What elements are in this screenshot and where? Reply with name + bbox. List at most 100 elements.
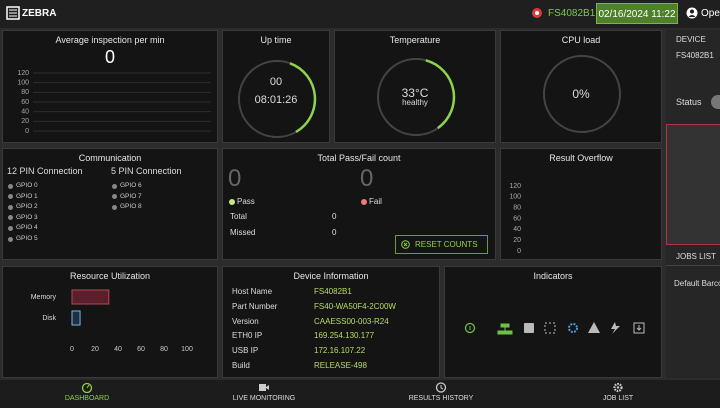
overflow-panel: Result Overflow 120 100 80 60 40 20 0 bbox=[500, 148, 662, 260]
bar bbox=[71, 289, 110, 305]
nav-icon bbox=[435, 382, 447, 393]
cpu-value: 0% bbox=[572, 87, 590, 101]
temperature-status: healthy bbox=[402, 98, 428, 107]
indicator-icons bbox=[464, 322, 645, 335]
y-tick-label: 100 bbox=[509, 194, 521, 201]
sidebar-status-label: Status bbox=[676, 97, 702, 107]
nav-item[interactable]: LIVE MONITORING bbox=[232, 395, 296, 402]
fail-label: Fail bbox=[369, 197, 382, 206]
gpio-dot bbox=[8, 194, 13, 200]
status-toggle[interactable] bbox=[711, 95, 720, 109]
uptime-days: 00 bbox=[269, 76, 283, 88]
panel-title: Indicators bbox=[533, 271, 573, 281]
y-tick-label: 40 bbox=[513, 226, 521, 233]
user-name[interactable]: Ope bbox=[701, 8, 720, 19]
info-label: Host Name bbox=[232, 287, 273, 296]
info-label: ETH0 IP bbox=[232, 331, 263, 341]
panel-title: Up time bbox=[260, 35, 292, 45]
y-tick-label: 60 bbox=[513, 215, 521, 222]
gpio-dot bbox=[8, 183, 13, 189]
info-label: Version bbox=[232, 316, 259, 326]
chart: 120 100 80 60 40 20 0 bbox=[509, 183, 521, 255]
pass-fail-panel: Total Pass/Fail count 0 0 Pass Fail Tota… bbox=[222, 148, 496, 260]
y-tick-label: 60 bbox=[21, 99, 29, 106]
info-value: FS4082B1 bbox=[314, 287, 352, 296]
total-label: Total bbox=[230, 212, 247, 221]
nav-icon bbox=[81, 382, 93, 393]
x-tick-label: 20 bbox=[91, 346, 99, 353]
info-value: 169.254.130.177 bbox=[314, 331, 375, 341]
pin12-title: 12 PIN Connection bbox=[7, 166, 83, 176]
sidebar-device-label: DEVICE bbox=[676, 35, 706, 44]
reset-label[interactable]: RESET COUNTS bbox=[415, 240, 478, 249]
y-tick-label: 120 bbox=[509, 183, 521, 190]
fail-count: 0 bbox=[360, 165, 374, 192]
gpio-label: GPIO 2 bbox=[16, 203, 38, 211]
gpio-label: GPIO 6 bbox=[120, 182, 142, 189]
sidebar-device-name: FS4082B1 bbox=[676, 51, 714, 60]
gpio-dot bbox=[112, 194, 117, 200]
x-tick-label: 100 bbox=[181, 346, 193, 353]
cpu-gauge bbox=[543, 55, 621, 133]
datetime[interactable]: 02/16/2024 11:22 bbox=[596, 3, 678, 24]
bar-label: Memory bbox=[31, 294, 57, 301]
bottom-nav: DASHBOARD LIVE MONITORING RESULTS HISTORY J… bbox=[0, 380, 720, 408]
gpio-dot bbox=[8, 215, 13, 221]
y-tick-label: 100 bbox=[17, 80, 29, 87]
info-value: RELEASE-498 bbox=[314, 361, 367, 370]
gpio-label: GPIO 0 bbox=[16, 182, 38, 189]
bar bbox=[71, 310, 81, 326]
avg-inspection-panel: Average inspection per min 0 120 100 80 60 4… bbox=[2, 30, 218, 143]
uptime-time: 08:01:26 bbox=[254, 94, 298, 106]
y-tick-label: 0 bbox=[517, 248, 521, 255]
divider bbox=[666, 265, 720, 266]
gpio-dot bbox=[8, 225, 13, 231]
gpio-label: GPIO 1 bbox=[16, 192, 38, 200]
y-tick-label: 20 bbox=[21, 118, 29, 125]
bar-label: Disk bbox=[42, 315, 56, 322]
camera-view bbox=[666, 124, 720, 245]
nav-item[interactable]: DASHBOARD bbox=[64, 395, 110, 402]
x-tick-label: 80 bbox=[160, 346, 168, 353]
info-value: 172.16.107.22 bbox=[314, 346, 366, 356]
communication-panel: Communication 12 PIN Connection 5 PIN Co… bbox=[2, 148, 218, 260]
gpio-label: GPIO 8 bbox=[120, 203, 142, 211]
fail-dot bbox=[361, 199, 367, 205]
x-tick-label: 0 bbox=[70, 346, 74, 353]
info-label: Build bbox=[232, 361, 250, 370]
resource-panel: Resource Utilization 0 20 40 60 80 100 Memory D… bbox=[2, 266, 218, 378]
panel-title: Average inspection per min bbox=[55, 35, 165, 45]
missed-value: 0 bbox=[332, 228, 337, 237]
gpio-dot bbox=[8, 204, 13, 210]
panel-title: Device Information bbox=[293, 271, 369, 281]
pass-label: Pass bbox=[237, 197, 255, 206]
uptime-gauge bbox=[238, 60, 317, 138]
temperature-value: 33°C bbox=[401, 86, 429, 100]
logo: ZEBRA bbox=[22, 8, 57, 19]
gpio-label: GPIO 3 bbox=[16, 213, 38, 221]
info-value: CAAESS00-003-R24 bbox=[314, 316, 389, 326]
chart: 0 20 40 60 80 100 Memory Disk bbox=[31, 289, 193, 353]
reset-button[interactable] bbox=[395, 235, 488, 254]
info-label: USB IP bbox=[232, 346, 259, 356]
nav-icon bbox=[259, 384, 269, 391]
y-tick-label: 40 bbox=[21, 109, 29, 116]
y-tick-label: 80 bbox=[513, 205, 521, 212]
device-name: FS4082B1 bbox=[548, 8, 596, 19]
panel-title: Total Pass/Fail count bbox=[317, 153, 401, 163]
gpio-dot bbox=[112, 183, 117, 189]
y-tick-label: 0 bbox=[25, 128, 29, 135]
y-tick-label: 20 bbox=[513, 237, 521, 244]
sidebar-job[interactable]: Default Barco bbox=[674, 279, 720, 288]
avg-value: 0 bbox=[104, 47, 115, 67]
alert-icon bbox=[532, 8, 542, 18]
total-value: 0 bbox=[332, 212, 337, 221]
user-icon[interactable] bbox=[686, 7, 698, 19]
nav-item[interactable]: RESULTS HISTORY bbox=[408, 395, 474, 402]
panel-title: CPU load bbox=[561, 35, 601, 45]
nav-item[interactable]: JOB LIST bbox=[602, 395, 634, 402]
gpio-label: GPIO 4 bbox=[16, 224, 38, 232]
temperature-gauge bbox=[377, 58, 456, 136]
x-tick-label: 60 bbox=[137, 346, 145, 353]
